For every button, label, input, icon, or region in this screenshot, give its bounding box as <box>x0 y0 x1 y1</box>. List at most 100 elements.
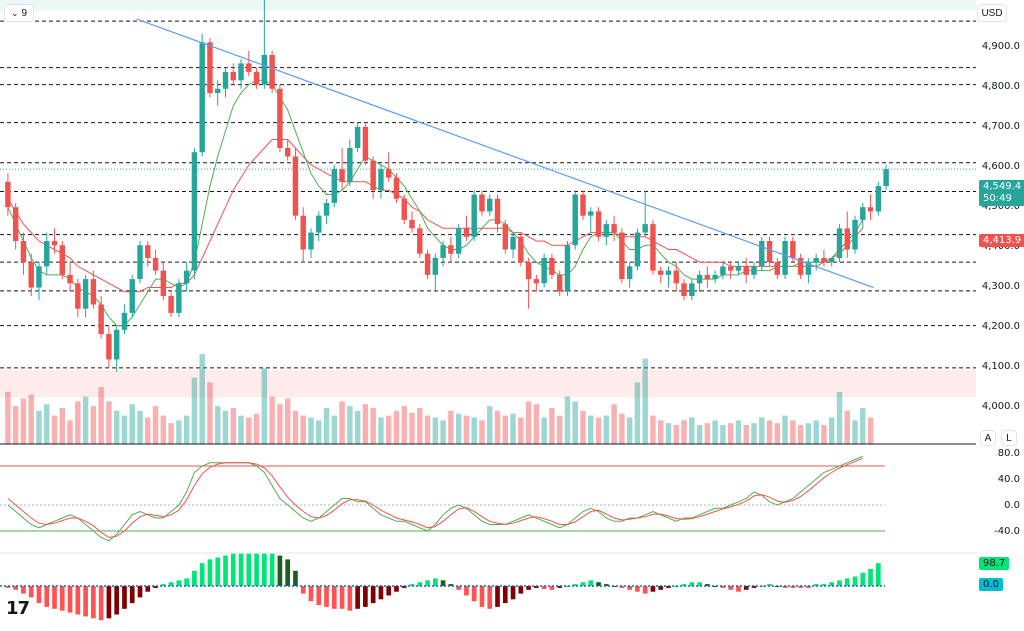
candle-body <box>603 224 610 237</box>
candle-body <box>222 71 229 89</box>
momentum-bar <box>300 586 306 594</box>
momentum-bar <box>5 586 11 588</box>
candle-body <box>673 270 679 284</box>
volume-bar <box>572 401 578 444</box>
volume-bar <box>417 408 423 444</box>
candle-body <box>634 232 641 267</box>
volume-bar <box>238 415 244 444</box>
candle-body <box>300 215 306 250</box>
momentum-bar <box>448 584 454 586</box>
price-axis[interactable]: 4,900.0 4,800.0 4,700.0 4,600.0 4,500.0 … <box>976 0 1024 631</box>
momentum-bar <box>479 586 485 607</box>
momentum-bar <box>572 584 578 586</box>
volume-bar <box>215 406 221 444</box>
momentum-bar <box>495 586 500 607</box>
momentum-bar <box>324 586 329 607</box>
volume-bar <box>176 420 182 444</box>
volume-bar <box>634 382 641 444</box>
currency-button[interactable]: USD <box>977 4 1007 22</box>
candle-body <box>743 266 749 275</box>
volume-bar <box>137 410 143 444</box>
volume-bar <box>463 415 470 444</box>
momentum-bar <box>798 586 803 588</box>
stoch-tick-minus40: -40.0 <box>994 526 1020 537</box>
volume-bar <box>230 408 236 444</box>
candle-body <box>455 228 462 254</box>
candle-body <box>160 270 167 296</box>
candle-body <box>541 257 547 284</box>
volume-bar <box>626 417 633 444</box>
log-scale-button[interactable]: L <box>1001 430 1017 446</box>
candle-body <box>145 245 151 258</box>
candle-body <box>735 266 742 271</box>
candle-body <box>525 262 532 280</box>
volume-bar <box>253 413 260 444</box>
candle-body <box>168 296 174 313</box>
candle-body <box>821 257 827 263</box>
volume-bar <box>160 415 167 444</box>
candle-body <box>199 42 205 153</box>
volume-bar <box>782 415 788 444</box>
candle-body <box>556 274 563 292</box>
volume-bar <box>168 423 174 444</box>
volume-bar <box>828 417 835 444</box>
candle-body <box>549 257 555 275</box>
momentum-bar <box>331 586 337 609</box>
interval-label: 9 <box>21 7 28 19</box>
tradingview-logo: 17 <box>6 598 30 619</box>
auto-scale-button[interactable]: A <box>980 430 996 446</box>
momentum-bar <box>230 553 236 586</box>
candle-body <box>836 228 843 258</box>
volume-bar <box>145 417 151 444</box>
candle-body <box>650 224 656 271</box>
candle-body <box>121 312 128 330</box>
volume-bar <box>727 423 734 444</box>
volume-bar <box>533 404 540 444</box>
volume-bar <box>867 417 874 444</box>
momentum-bar <box>464 586 469 596</box>
currency-label: USD <box>981 7 1003 19</box>
momentum-bar <box>129 586 135 604</box>
momentum-bar <box>122 586 127 609</box>
volume-bar <box>860 408 866 444</box>
momentum-bar <box>59 586 65 611</box>
volume-bar <box>121 415 128 444</box>
volume-bar <box>689 417 695 444</box>
candle-body <box>580 194 586 216</box>
candle-body <box>215 88 221 94</box>
volume-bar <box>821 425 827 444</box>
candle-body <box>261 54 268 85</box>
momentum-bar <box>153 586 158 588</box>
momentum-bar <box>611 586 617 587</box>
fast-moving-average <box>7 79 864 327</box>
volume-bar <box>603 415 610 444</box>
momentum-bar <box>363 586 368 607</box>
momentum-bar <box>246 553 252 586</box>
candle-body <box>393 177 400 199</box>
momentum-bar <box>751 586 757 588</box>
volume-bar <box>261 368 268 444</box>
momentum-bar <box>254 553 259 586</box>
support-zone <box>0 370 976 398</box>
momentum-bar <box>199 563 205 586</box>
candle-body <box>20 241 27 263</box>
momentum-bar <box>806 586 811 588</box>
interval-button[interactable]: ⌄ 9 <box>4 4 34 22</box>
candle-body <box>277 88 283 148</box>
momentum-bar <box>293 570 298 586</box>
candle-body <box>253 71 260 85</box>
momentum-bar <box>860 572 866 586</box>
volume-bar <box>113 410 120 444</box>
candle-body <box>51 241 58 246</box>
candle-body <box>782 241 788 275</box>
volume-bar <box>354 410 361 444</box>
candle-body <box>619 232 625 280</box>
candle-body <box>518 236 524 263</box>
candle-body <box>230 71 236 81</box>
momentum-bar <box>440 580 446 586</box>
volume-bar <box>805 423 812 444</box>
volume-bar <box>541 417 547 444</box>
momentum-bar <box>98 586 104 621</box>
candle-body <box>720 266 726 275</box>
